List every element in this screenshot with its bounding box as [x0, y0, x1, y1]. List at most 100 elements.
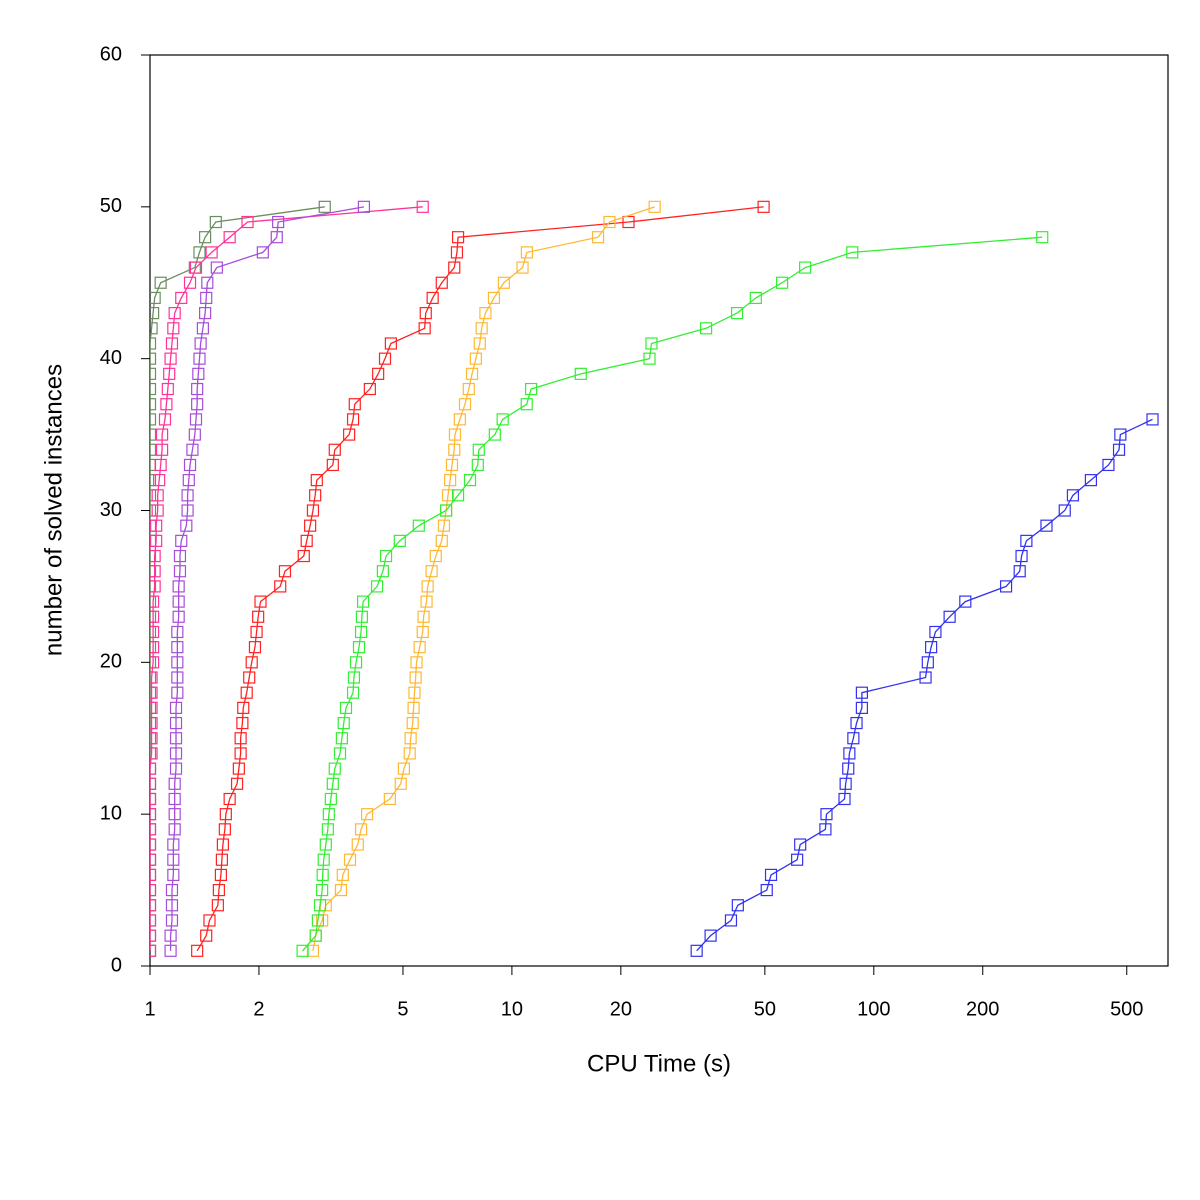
point-marker: [416, 200, 429, 213]
series-line: [696, 418, 1153, 952]
point-marker: [150, 549, 157, 563]
point-marker: [151, 504, 164, 517]
point-marker: [520, 398, 533, 411]
point-marker: [165, 337, 179, 350]
point-marker: [194, 337, 207, 350]
point-marker: [426, 291, 439, 305]
point-marker: [193, 352, 206, 365]
point-marker: [471, 458, 484, 472]
point-marker: [393, 534, 406, 547]
point-marker: [150, 625, 157, 639]
point-marker: [448, 261, 461, 274]
point-marker: [318, 200, 331, 213]
point-marker: [216, 838, 229, 851]
point-marker: [704, 929, 717, 942]
plot-box: [149, 54, 1169, 967]
point-marker: [209, 215, 222, 229]
point-marker: [317, 853, 330, 866]
point-marker: [150, 641, 160, 654]
series-line: [302, 236, 1043, 952]
point-marker: [158, 413, 172, 426]
point-marker: [352, 641, 366, 654]
point-marker: [497, 276, 510, 289]
point-marker: [154, 276, 167, 289]
point-marker: [724, 914, 738, 927]
point-marker: [316, 883, 329, 897]
point-marker: [843, 747, 856, 760]
point-marker: [319, 838, 332, 851]
x-tick-label: 5: [397, 998, 408, 1020]
point-marker: [451, 231, 465, 244]
point-marker: [799, 261, 812, 274]
point-marker: [463, 474, 477, 487]
point-marker: [150, 352, 157, 365]
point-marker: [169, 747, 183, 760]
point-marker: [699, 322, 713, 335]
point-marker: [408, 686, 421, 699]
point-marker: [150, 686, 158, 699]
point-marker: [404, 732, 417, 745]
point-marker: [473, 337, 486, 350]
point-marker: [191, 944, 204, 957]
point-marker: [335, 732, 348, 745]
point-marker: [150, 944, 157, 957]
point-marker: [324, 792, 337, 806]
point-marker: [165, 883, 179, 897]
point-marker: [169, 716, 183, 730]
point-marker: [1102, 458, 1115, 472]
point-marker: [165, 899, 179, 912]
point-marker: [445, 458, 459, 472]
point-marker: [171, 686, 184, 699]
point-marker: [929, 625, 942, 639]
point-marker: [211, 899, 224, 912]
point-marker: [191, 382, 204, 396]
point-marker: [219, 808, 232, 821]
point-marker: [516, 261, 529, 274]
point-marker: [189, 261, 203, 274]
point-marker: [245, 656, 258, 669]
point-marker: [172, 580, 185, 593]
point-marker: [150, 625, 160, 639]
point-marker: [384, 337, 397, 350]
series-line: [150, 206, 423, 951]
point-marker: [296, 944, 309, 957]
point-marker: [150, 808, 157, 821]
y-tick-label: 30: [100, 499, 122, 521]
point-marker: [150, 716, 158, 730]
point-marker: [171, 641, 184, 654]
point-marker: [250, 625, 263, 639]
point-marker: [731, 899, 744, 912]
point-marker: [326, 777, 339, 790]
point-marker: [163, 367, 176, 380]
point-marker: [855, 686, 868, 699]
point-marker: [354, 625, 368, 639]
point-marker: [164, 929, 177, 942]
point-marker: [316, 868, 329, 882]
point-marker: [150, 656, 157, 669]
point-marker: [360, 808, 374, 821]
point-marker: [321, 823, 334, 836]
point-marker: [160, 398, 173, 411]
point-marker: [236, 716, 249, 730]
point-marker: [648, 200, 661, 213]
point-marker: [192, 367, 205, 380]
point-marker: [168, 792, 181, 806]
point-marker: [413, 641, 426, 654]
point-marker: [417, 610, 430, 623]
point-marker: [232, 762, 245, 775]
point-marker: [150, 838, 157, 851]
point-marker: [256, 246, 269, 259]
point-marker: [645, 337, 658, 350]
x-tick-label: 50: [754, 998, 776, 1020]
point-marker: [776, 276, 789, 289]
point-marker: [150, 580, 157, 593]
point-marker: [150, 337, 157, 350]
point-marker: [248, 641, 262, 654]
point-marker: [574, 367, 587, 380]
point-marker: [150, 307, 160, 320]
series-line: [312, 206, 655, 951]
point-marker: [469, 352, 482, 365]
point-marker: [1013, 565, 1026, 578]
point-marker: [189, 413, 203, 426]
